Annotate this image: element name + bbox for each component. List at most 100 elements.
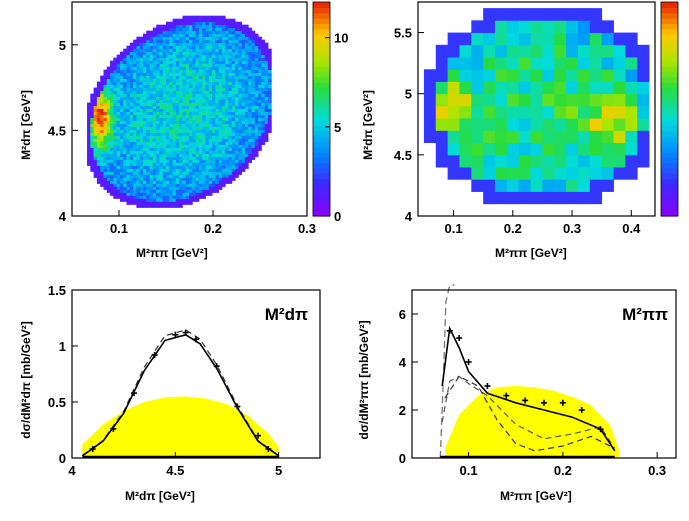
heatmap-cell	[205, 27, 210, 32]
heatmap-cell	[149, 78, 154, 83]
heatmap-cell	[166, 147, 170, 151]
heatmap-cell	[189, 162, 193, 166]
heatmap-cell	[261, 57, 266, 62]
heatmap-cell	[235, 168, 239, 172]
heatmap-cell	[577, 154, 591, 168]
heatmap-cell	[212, 144, 216, 148]
heatmap-cell	[166, 183, 170, 187]
heatmap-cell	[241, 165, 246, 169]
heatmap-cell	[231, 54, 236, 59]
heatmap-cell	[110, 144, 114, 148]
heatmap-cell	[254, 93, 259, 97]
heatmap-cell	[113, 57, 118, 62]
heatmap-cell	[215, 54, 220, 59]
heatmap-cell	[146, 114, 150, 118]
heatmap-cell	[218, 102, 223, 106]
heatmap-cell	[202, 138, 206, 142]
heatmap-cell	[238, 84, 243, 88]
heatmap-cell	[195, 108, 200, 112]
heatmap-cell	[172, 162, 177, 166]
heatmap-cell	[152, 150, 157, 154]
heatmap-cell	[185, 18, 190, 23]
heatmap-cell	[261, 123, 266, 127]
heatmap-cell	[225, 42, 229, 47]
heatmap-cell	[221, 39, 226, 44]
heatmap-cell	[221, 69, 226, 74]
heatmap-cell	[182, 36, 187, 41]
heatmap-cell	[100, 123, 104, 127]
heatmap-cell	[231, 117, 236, 121]
heatmap-cell	[133, 87, 137, 91]
heatmap-cell	[93, 168, 98, 172]
heatmap-cell	[152, 120, 157, 124]
heatmap-cell	[231, 87, 236, 91]
heatmap-cell	[182, 186, 187, 190]
heatmap-cell	[139, 123, 144, 127]
heatmap-cell	[169, 168, 173, 172]
heatmap-cell	[221, 21, 226, 26]
heatmap-cell	[241, 93, 246, 97]
heatmap-cell	[156, 126, 160, 130]
heatmap-cell	[179, 105, 183, 109]
heatmap-cell	[90, 147, 95, 151]
heatmap-cell	[103, 177, 108, 181]
heatmap-cell	[212, 114, 216, 118]
heatmap-cell	[149, 36, 154, 41]
colorbar-segment	[661, 18, 678, 24]
heatmap-cell	[483, 81, 496, 95]
heatmap-cell	[625, 81, 638, 95]
heatmap-cell	[554, 93, 567, 107]
heatmap-cell	[116, 81, 121, 86]
heatmap-cell	[189, 60, 193, 65]
heatmap-cell	[241, 45, 246, 50]
heatmap-cell	[189, 105, 193, 109]
heatmap-cell	[169, 108, 173, 112]
heatmap-cell	[142, 156, 147, 160]
heatmap-cell	[205, 75, 210, 80]
heatmap-cell	[185, 105, 190, 109]
heatmap-cell	[218, 66, 223, 71]
heatmap-cell	[238, 42, 243, 47]
heatmap-cell	[258, 48, 262, 53]
heatmap-cell	[198, 69, 203, 74]
heatmap-cell	[459, 167, 472, 180]
heatmap-cell	[113, 108, 118, 112]
heatmap-cell	[123, 183, 127, 187]
heatmap-cell	[159, 78, 164, 83]
heatmap-cell	[228, 102, 233, 106]
heatmap-cell	[228, 144, 233, 148]
heatmap-cell	[231, 159, 236, 163]
heatmap-cell	[238, 93, 243, 97]
heatmap-cell	[149, 177, 154, 181]
heatmap-cell	[483, 44, 496, 58]
heatmap-cell	[221, 72, 226, 77]
colorbar-segment	[313, 71, 330, 78]
heatmap-cell	[205, 63, 210, 68]
heatmap-cell	[175, 39, 180, 44]
heatmap-cell	[126, 87, 131, 91]
heatmap-cell	[212, 21, 216, 26]
heatmap-cell	[182, 162, 187, 166]
x-tick-label: 0.2	[504, 221, 522, 236]
heatmap-cell	[103, 69, 108, 74]
heatmap-cell	[215, 180, 220, 184]
heatmap-cell	[156, 111, 160, 115]
heatmap-cell	[185, 126, 190, 130]
heatmap-cell	[205, 144, 210, 148]
heatmap-cell	[182, 174, 187, 178]
heatmap-cell	[495, 167, 508, 180]
heatmap-cell	[133, 99, 137, 103]
heatmap-cell	[267, 66, 272, 71]
heatmap-cell	[235, 21, 239, 26]
heatmap-cell	[136, 201, 141, 205]
heatmap-cell	[185, 33, 190, 38]
heatmap-cell	[175, 108, 180, 112]
heatmap-cell	[221, 144, 226, 148]
heatmap-cell	[601, 179, 614, 192]
heatmap-cell	[241, 75, 246, 80]
heatmap-cell	[202, 78, 206, 83]
heatmap-cell	[244, 78, 249, 83]
heatmap-cell	[129, 159, 134, 163]
heatmap-cell	[175, 24, 180, 29]
heatmap-cell	[192, 135, 197, 139]
